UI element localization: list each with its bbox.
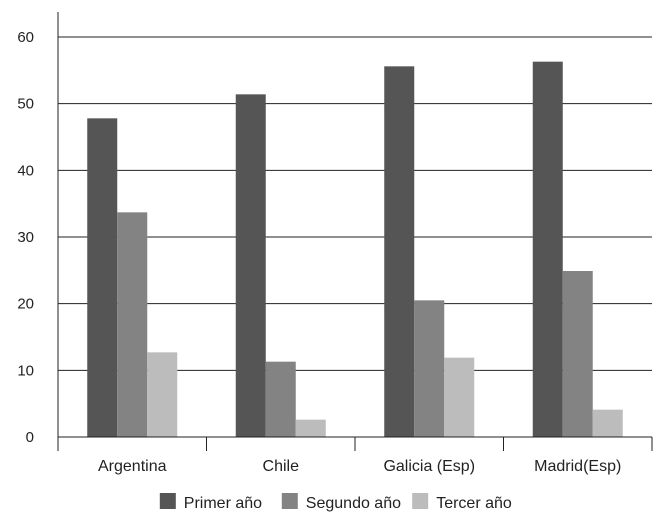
legend: Primer año Segundo año Tercer año: [159, 493, 512, 512]
bar-segundo-año-0: [117, 212, 148, 437]
bar-tercer-año-2: [444, 357, 475, 437]
bar-segundo-año-1: [265, 361, 296, 437]
y-tick-label: 20: [17, 296, 34, 313]
x-category-label: Galicia (Esp): [383, 458, 475, 475]
y-tick-label: 40: [17, 162, 34, 179]
legend-swatch: [281, 493, 298, 509]
bar-tercer-año-3: [592, 409, 623, 437]
y-tick-labels: 0 10 20 30 40 50 60: [17, 29, 34, 446]
bar-tercer-año-0: [147, 352, 178, 437]
y-tick-label: 30: [17, 229, 34, 246]
legend-swatch: [159, 493, 176, 509]
y-tick-label: 60: [17, 29, 34, 46]
bar-primer-año-0: [87, 118, 118, 437]
legend-label: Segundo año: [306, 495, 401, 512]
bar-primer-año-3: [532, 61, 563, 438]
y-tick-label: 0: [26, 429, 34, 446]
axes: [57, 12, 653, 451]
y-tick-label: 10: [17, 362, 34, 379]
legend-label: Primer año: [184, 495, 262, 512]
bar-segundo-año-3: [562, 271, 593, 437]
x-category-label: Madrid(Esp): [534, 458, 621, 475]
bar-segundo-año-2: [414, 300, 445, 437]
bar-primer-año-1: [235, 94, 266, 437]
x-category-labels: Argentina Chile Galicia (Esp) Madrid(Esp): [98, 458, 621, 475]
y-tick-label: 50: [17, 96, 34, 113]
legend-label: Tercer año: [436, 495, 512, 512]
bars: [87, 61, 623, 438]
x-category-label: Chile: [263, 458, 300, 475]
x-category-label: Argentina: [98, 458, 167, 475]
legend-swatch: [412, 493, 429, 509]
bar-tercer-año-1: [295, 419, 326, 437]
bar-primer-año-2: [384, 66, 415, 437]
